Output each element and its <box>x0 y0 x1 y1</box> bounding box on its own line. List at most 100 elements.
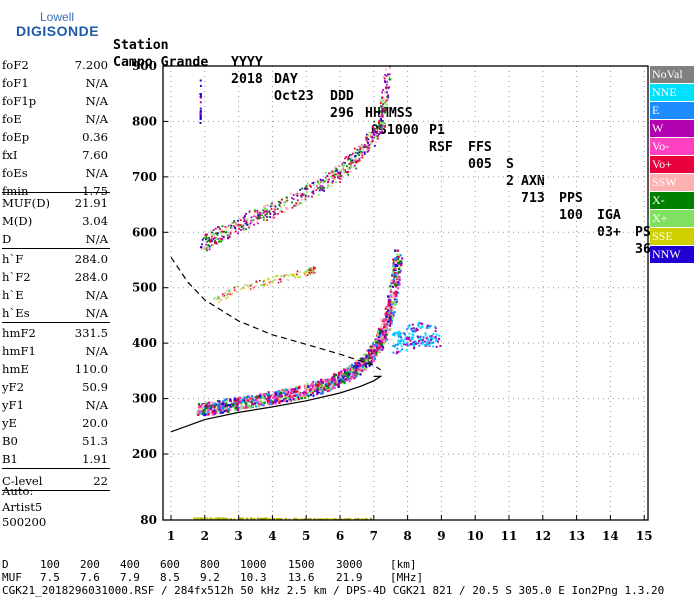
param-key: M(D) <box>2 214 33 228</box>
x-trace-echo <box>342 166 345 168</box>
x-trace-echo <box>388 73 391 76</box>
x-trace-echo <box>384 92 387 95</box>
x-trace-echo <box>381 112 384 115</box>
x-trace-echo <box>380 111 382 113</box>
x-trace-echo <box>383 122 386 124</box>
o-trace-echo <box>387 298 390 302</box>
param-value: 21.91 <box>74 196 108 210</box>
spread-f-echo <box>417 336 420 338</box>
x-trace-echo <box>362 146 365 149</box>
o-trace-echo <box>308 385 311 388</box>
x-tick-label: 3 <box>234 529 242 543</box>
x-trace-echo <box>230 226 232 229</box>
x-trace-echo <box>375 141 378 144</box>
spread-f-echo <box>421 325 424 328</box>
o-trace-echo <box>338 377 341 380</box>
o-trace-echo <box>307 395 310 398</box>
o-trace-echo <box>393 296 396 299</box>
es-trace-echo <box>306 274 309 276</box>
spread-f-echo <box>425 336 428 339</box>
o-trace-echo <box>393 306 396 309</box>
o-trace-echo <box>278 400 281 403</box>
o-trace-echo <box>393 271 396 275</box>
low-height-echo <box>218 517 220 520</box>
o-trace-echo <box>311 385 314 388</box>
o-trace-echo <box>391 283 395 287</box>
es-trace-echo <box>294 275 296 278</box>
x-trace-echo <box>330 185 333 188</box>
x-trace-echo <box>373 130 376 133</box>
es-trace-echo <box>272 276 275 279</box>
o-trace-echo <box>380 343 383 346</box>
param-row-hF: h`F 284.0 <box>2 252 108 270</box>
es-trace-echo <box>312 268 315 270</box>
x-trace-echo <box>361 150 364 153</box>
o-trace-echo <box>222 402 225 406</box>
spread-f-echo <box>398 330 401 333</box>
param-row-MUF-D: MUF(D) 21.91 <box>2 196 108 214</box>
o-trace-echo <box>370 356 374 359</box>
x-trace-echo <box>272 210 275 213</box>
x-trace-echo <box>376 130 379 132</box>
x-trace-echo <box>358 159 361 162</box>
es-trace-echo <box>297 276 300 279</box>
o-trace-echo <box>333 380 336 384</box>
spread-f-echo <box>417 323 420 326</box>
x-trace-echo <box>222 230 224 233</box>
o-trace-echo <box>204 404 207 408</box>
o-trace-echo <box>389 300 392 303</box>
spread-f-echo <box>397 342 400 345</box>
o-trace-echo <box>397 291 400 295</box>
x-trace-echo <box>373 120 376 123</box>
x-tick-label: 1 <box>167 529 175 543</box>
x-trace-echo <box>384 81 387 84</box>
o-trace-echo <box>241 405 244 408</box>
es-trace-echo <box>263 279 266 281</box>
o-trace-echo <box>371 352 374 355</box>
o-trace-echo <box>365 359 368 362</box>
o-trace-echo <box>385 315 388 318</box>
low-height-echo <box>348 518 350 520</box>
o-trace-echo <box>227 408 230 411</box>
es-trace-echo <box>252 286 254 288</box>
x-trace-echo <box>378 124 381 127</box>
o-trace-echo <box>396 283 399 286</box>
x-trace-echo <box>306 182 309 185</box>
x-trace-echo <box>382 119 384 122</box>
o-trace-echo <box>258 401 261 404</box>
x-trace-echo <box>376 132 379 134</box>
x-trace-echo <box>319 184 322 187</box>
o-trace-echo <box>387 319 390 322</box>
x-trace-echo <box>312 190 315 193</box>
o-trace-echo <box>372 346 375 349</box>
o-trace-echo <box>392 258 395 261</box>
o-trace-echo <box>290 391 293 394</box>
param-key: foE <box>2 112 22 126</box>
o-trace-echo <box>384 340 387 343</box>
x-trace-echo <box>269 212 271 214</box>
o-trace-echo <box>387 295 390 298</box>
es-trace-echo <box>305 270 308 273</box>
x-trace-echo <box>283 201 285 204</box>
o-trace-echo <box>225 398 228 401</box>
param-value: 3.04 <box>82 214 108 228</box>
spread-f-echo <box>418 321 420 324</box>
spread-f-echo <box>438 337 440 340</box>
o-trace-echo <box>215 411 218 414</box>
header-label-pps: PPS <box>559 191 583 206</box>
x-trace-echo <box>255 216 258 219</box>
x-trace-echo <box>337 176 339 179</box>
x-trace-echo <box>382 89 384 91</box>
x-trace-echo <box>384 102 387 105</box>
es-trace-echo <box>265 284 268 286</box>
o-trace-echo <box>396 253 399 256</box>
x-trace-echo <box>216 242 218 245</box>
x-trace-echo <box>248 226 250 229</box>
low-height-echo <box>360 518 363 520</box>
x-trace-echo <box>342 161 345 164</box>
o-trace-echo <box>372 350 375 353</box>
o-trace-echo <box>394 300 397 303</box>
x-trace-echo <box>223 237 225 240</box>
low-height-echo <box>366 518 368 521</box>
x-trace-echo <box>347 170 350 173</box>
